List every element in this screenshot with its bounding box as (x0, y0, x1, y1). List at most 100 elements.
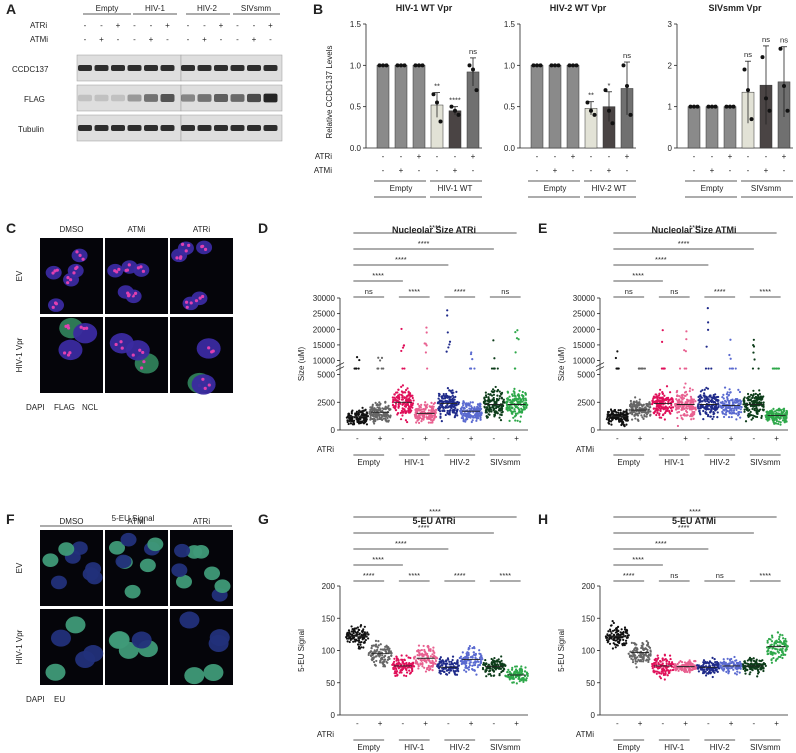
sign-atri: + (268, 21, 273, 30)
data-point (678, 398, 681, 401)
data-point (410, 403, 413, 406)
data-point (728, 104, 732, 109)
data-point (651, 399, 654, 402)
data-point (751, 414, 754, 417)
bar (723, 106, 737, 149)
data-point (411, 394, 414, 397)
data-point (485, 662, 488, 665)
data-point (373, 649, 376, 652)
data-point (635, 400, 638, 403)
sign-atri: - (203, 21, 206, 30)
data-point (729, 399, 733, 402)
axis-break (595, 366, 605, 371)
nucleolus (66, 275, 70, 280)
data-point (634, 662, 637, 665)
data-point (359, 641, 362, 644)
data-point (380, 657, 383, 660)
data-point (735, 673, 738, 676)
data-point (771, 410, 774, 413)
bar-chart-title: HIV-2 WT Vpr (550, 3, 607, 13)
data-point (692, 104, 696, 109)
data-point (478, 663, 481, 666)
atri-sign: - (400, 152, 403, 161)
nucleolus (185, 305, 189, 309)
data-point (420, 648, 423, 652)
data-point (636, 660, 639, 663)
data-point (777, 655, 780, 659)
data-point (510, 668, 514, 671)
blot-band (127, 125, 142, 131)
data-point (696, 667, 700, 670)
data-point (749, 667, 752, 671)
data-point (623, 410, 626, 414)
treatment-sign: - (662, 434, 665, 443)
atmi-sign: - (436, 166, 439, 175)
data-point (451, 389, 454, 392)
blot-row-label-atri: ATRi (30, 21, 47, 30)
blot-band (111, 65, 125, 71)
blot-band (160, 125, 175, 131)
data-point (453, 405, 456, 408)
data-point (754, 392, 757, 396)
data-point (710, 408, 713, 412)
data-point (512, 398, 516, 401)
data-point (471, 419, 474, 422)
data-point (767, 652, 770, 655)
data-point (686, 400, 689, 403)
data-point (700, 396, 703, 399)
data-point (665, 659, 669, 662)
data-point (671, 668, 674, 672)
data-point (408, 666, 411, 669)
data-point (362, 646, 365, 649)
data-point (493, 357, 496, 360)
data-point (661, 329, 664, 332)
data-point (467, 63, 472, 68)
group-label: HIV-2 WT (592, 184, 627, 193)
group-label: HIV-1 (404, 743, 425, 752)
data-point (567, 63, 572, 68)
legend-entry: DAPI (26, 403, 45, 412)
data-point (471, 67, 475, 72)
data-point (517, 398, 520, 401)
data-point (438, 408, 441, 411)
data-point (361, 630, 364, 633)
treatment-sign: + (729, 719, 734, 728)
data-point (411, 669, 414, 673)
data-point (397, 662, 401, 665)
nucleus (65, 616, 86, 634)
data-point (771, 415, 774, 418)
data-point (779, 640, 782, 643)
significance-label: **** (759, 287, 771, 296)
data-point (437, 397, 440, 400)
data-point (453, 661, 456, 665)
data-point (378, 401, 381, 404)
data-point (417, 667, 420, 670)
data-point (655, 413, 658, 417)
data-point (707, 367, 710, 370)
data-point (760, 414, 763, 418)
panel-a: A Empty HIV-1 HIV-2 SIVsmm ATRi ATMi ---… (6, 1, 283, 142)
data-point (613, 638, 616, 642)
data-point (716, 664, 720, 667)
data-point (679, 414, 683, 417)
significance-label: **** (449, 96, 461, 105)
data-point (691, 400, 694, 403)
data-point (743, 408, 746, 411)
data-point (635, 666, 638, 669)
data-point (636, 412, 639, 415)
data-point (487, 413, 490, 416)
y-tick-label: 15000 (313, 341, 336, 350)
data-point (352, 640, 355, 643)
data-point (518, 680, 521, 683)
data-point (450, 660, 453, 663)
data-point (414, 413, 418, 417)
data-point (430, 401, 433, 404)
blot-band (181, 65, 195, 71)
data-point (658, 392, 661, 395)
sign-atmi: - (133, 35, 136, 44)
y-tick-label: 50 (586, 679, 595, 688)
nucleolus (140, 366, 144, 370)
data-point (770, 640, 774, 643)
data-point (416, 654, 419, 657)
data-point (666, 406, 669, 409)
